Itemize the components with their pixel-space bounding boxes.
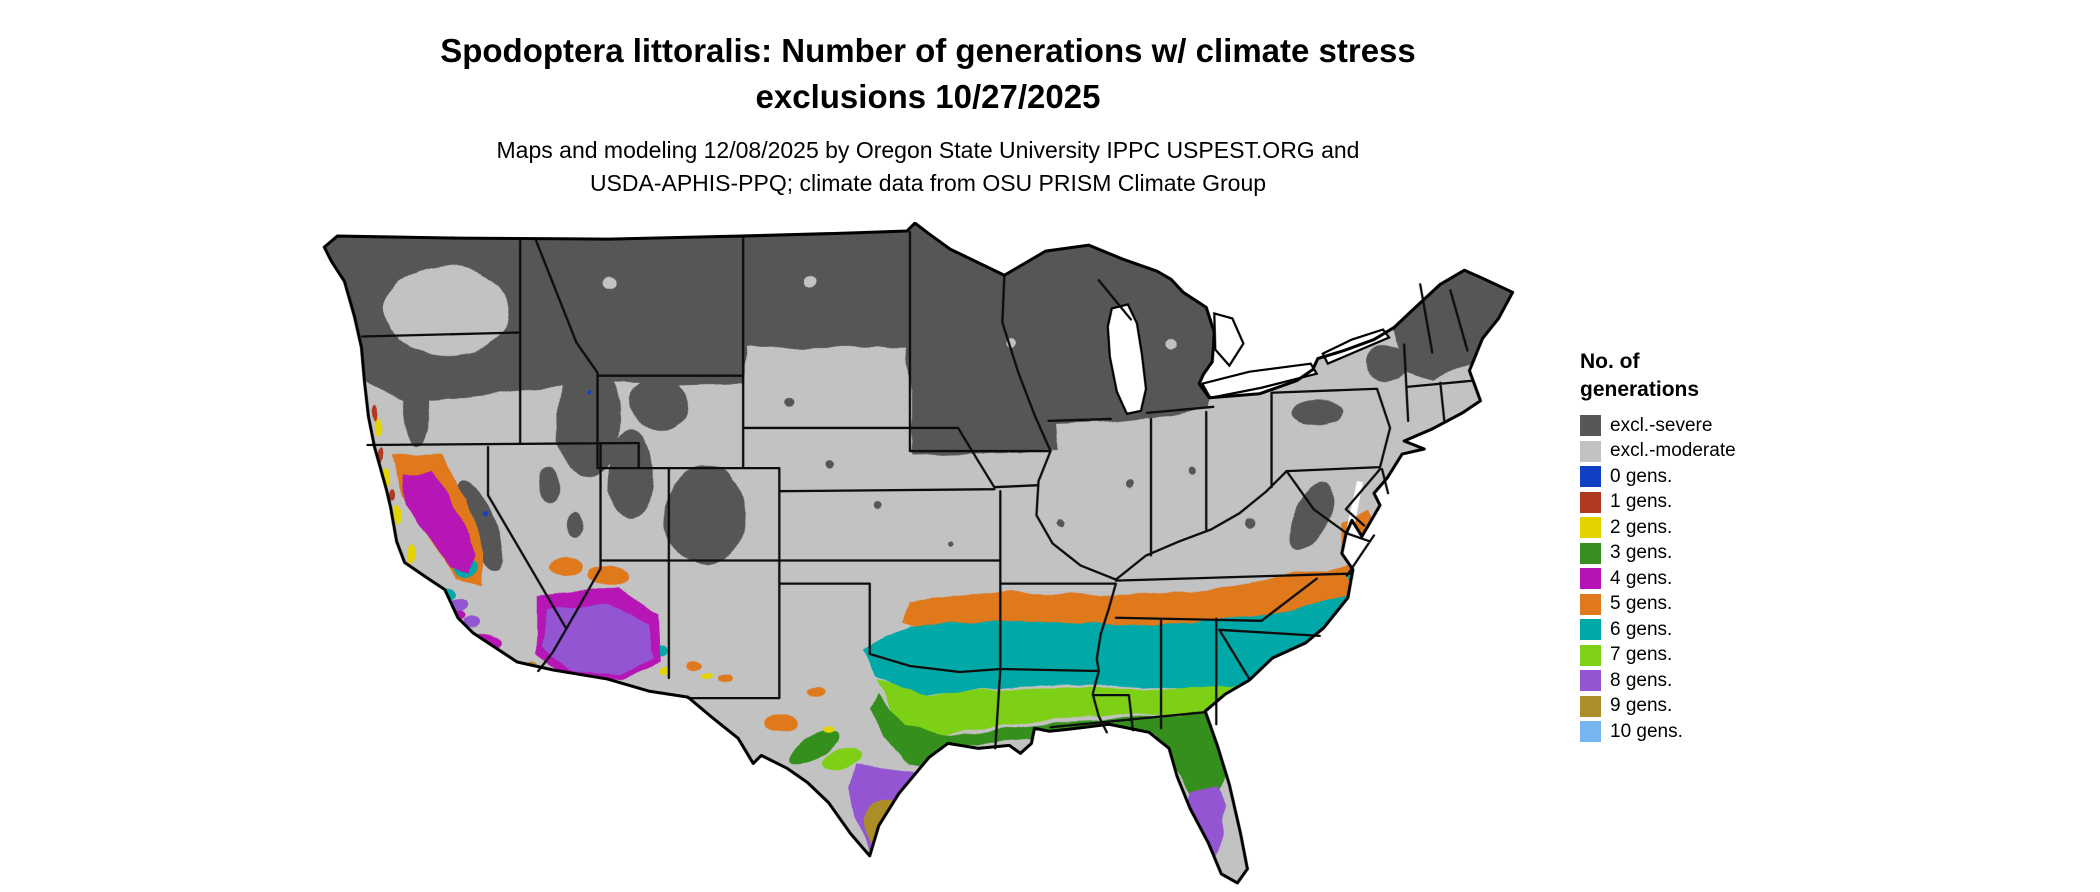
state-borders <box>361 230 1474 750</box>
legend-item: 6 gens. <box>1580 617 1880 643</box>
legend-item: 5 gens. <box>1580 592 1880 618</box>
map-subtitle: Maps and modeling 12/08/2025 by Oregon S… <box>0 134 1856 200</box>
legend: No. of generations excl.-severe excl.-mo… <box>1580 348 1880 745</box>
legend-swatch <box>1580 695 1601 717</box>
legend-title: No. of generations <box>1580 348 1880 404</box>
legend-label: 10 gens. <box>1610 720 1683 742</box>
legend-swatch <box>1580 568 1601 590</box>
legend-item: 3 gens. <box>1580 541 1880 567</box>
legend-item: 8 gens. <box>1580 668 1880 694</box>
legend-item: 4 gens. <box>1580 566 1880 592</box>
legend-label: 3 gens. <box>1610 542 1673 564</box>
legend-swatch <box>1580 440 1601 462</box>
legend-swatch <box>1580 619 1601 641</box>
legend-label: excl.-moderate <box>1610 440 1736 462</box>
legend-swatch <box>1580 517 1601 539</box>
legend-label: 1 gens. <box>1610 491 1673 513</box>
legend-label: 0 gens. <box>1610 465 1673 487</box>
map-header: Spodoptera littoralis: Number of generat… <box>0 0 1856 200</box>
map-title-line2: exclusions 10/27/2025 <box>755 78 1101 115</box>
lake-michigan <box>1106 303 1148 416</box>
legend-label: 4 gens. <box>1610 567 1673 589</box>
us-map <box>305 221 1555 890</box>
map-subtitle-line2: USDA-APHIS-PPQ; climate data from OSU PR… <box>589 170 1267 196</box>
legend-swatch <box>1580 593 1601 615</box>
us-outline <box>322 221 1515 885</box>
legend-label: 5 gens. <box>1610 593 1673 615</box>
us-map-svg <box>322 221 1515 885</box>
legend-title-line1: No. of <box>1580 350 1640 373</box>
map-fill <box>324 223 1513 883</box>
legend-swatch <box>1580 415 1601 437</box>
legend-title-line2: generations <box>1580 378 1700 401</box>
legend-label: 6 gens. <box>1610 618 1673 640</box>
map-title: Spodoptera littoralis: Number of generat… <box>0 28 1856 120</box>
legend-label: 2 gens. <box>1610 516 1673 538</box>
legend-swatch <box>1580 644 1601 666</box>
map-title-line1: Spodoptera littoralis: Number of generat… <box>440 32 1416 69</box>
map-region-10-gens <box>867 848 1222 882</box>
lake-huron <box>1213 311 1245 368</box>
legend-item: 7 gens. <box>1580 643 1880 669</box>
legend-items: excl.-severe excl.-moderate 0 gens. 1 ge… <box>1580 413 1880 745</box>
legend-swatch <box>1580 670 1601 692</box>
legend-item: 9 gens. <box>1580 694 1880 720</box>
legend-label: 8 gens. <box>1610 669 1673 691</box>
legend-item: 1 gens. <box>1580 490 1880 516</box>
great-lakes <box>1106 303 1391 534</box>
legend-swatch <box>1580 542 1601 564</box>
legend-label: excl.-severe <box>1610 414 1713 436</box>
map-region-2-gens <box>373 419 835 733</box>
legend-label: 7 gens. <box>1610 644 1673 666</box>
legend-item: excl.-moderate <box>1580 439 1880 465</box>
legend-item: 10 gens. <box>1580 719 1880 745</box>
legend-item: excl.-severe <box>1580 413 1880 439</box>
map-region-7-gens <box>822 653 1332 770</box>
legend-item: 0 gens. <box>1580 464 1880 490</box>
legend-swatch <box>1580 491 1601 513</box>
legend-swatch <box>1580 466 1601 488</box>
map-region-0-gens <box>483 390 591 518</box>
legend-label: 9 gens. <box>1610 695 1673 717</box>
legend-swatch <box>1580 721 1601 743</box>
legend-item: 2 gens. <box>1580 515 1880 541</box>
map-subtitle-line1: Maps and modeling 12/08/2025 by Oregon S… <box>496 137 1360 163</box>
